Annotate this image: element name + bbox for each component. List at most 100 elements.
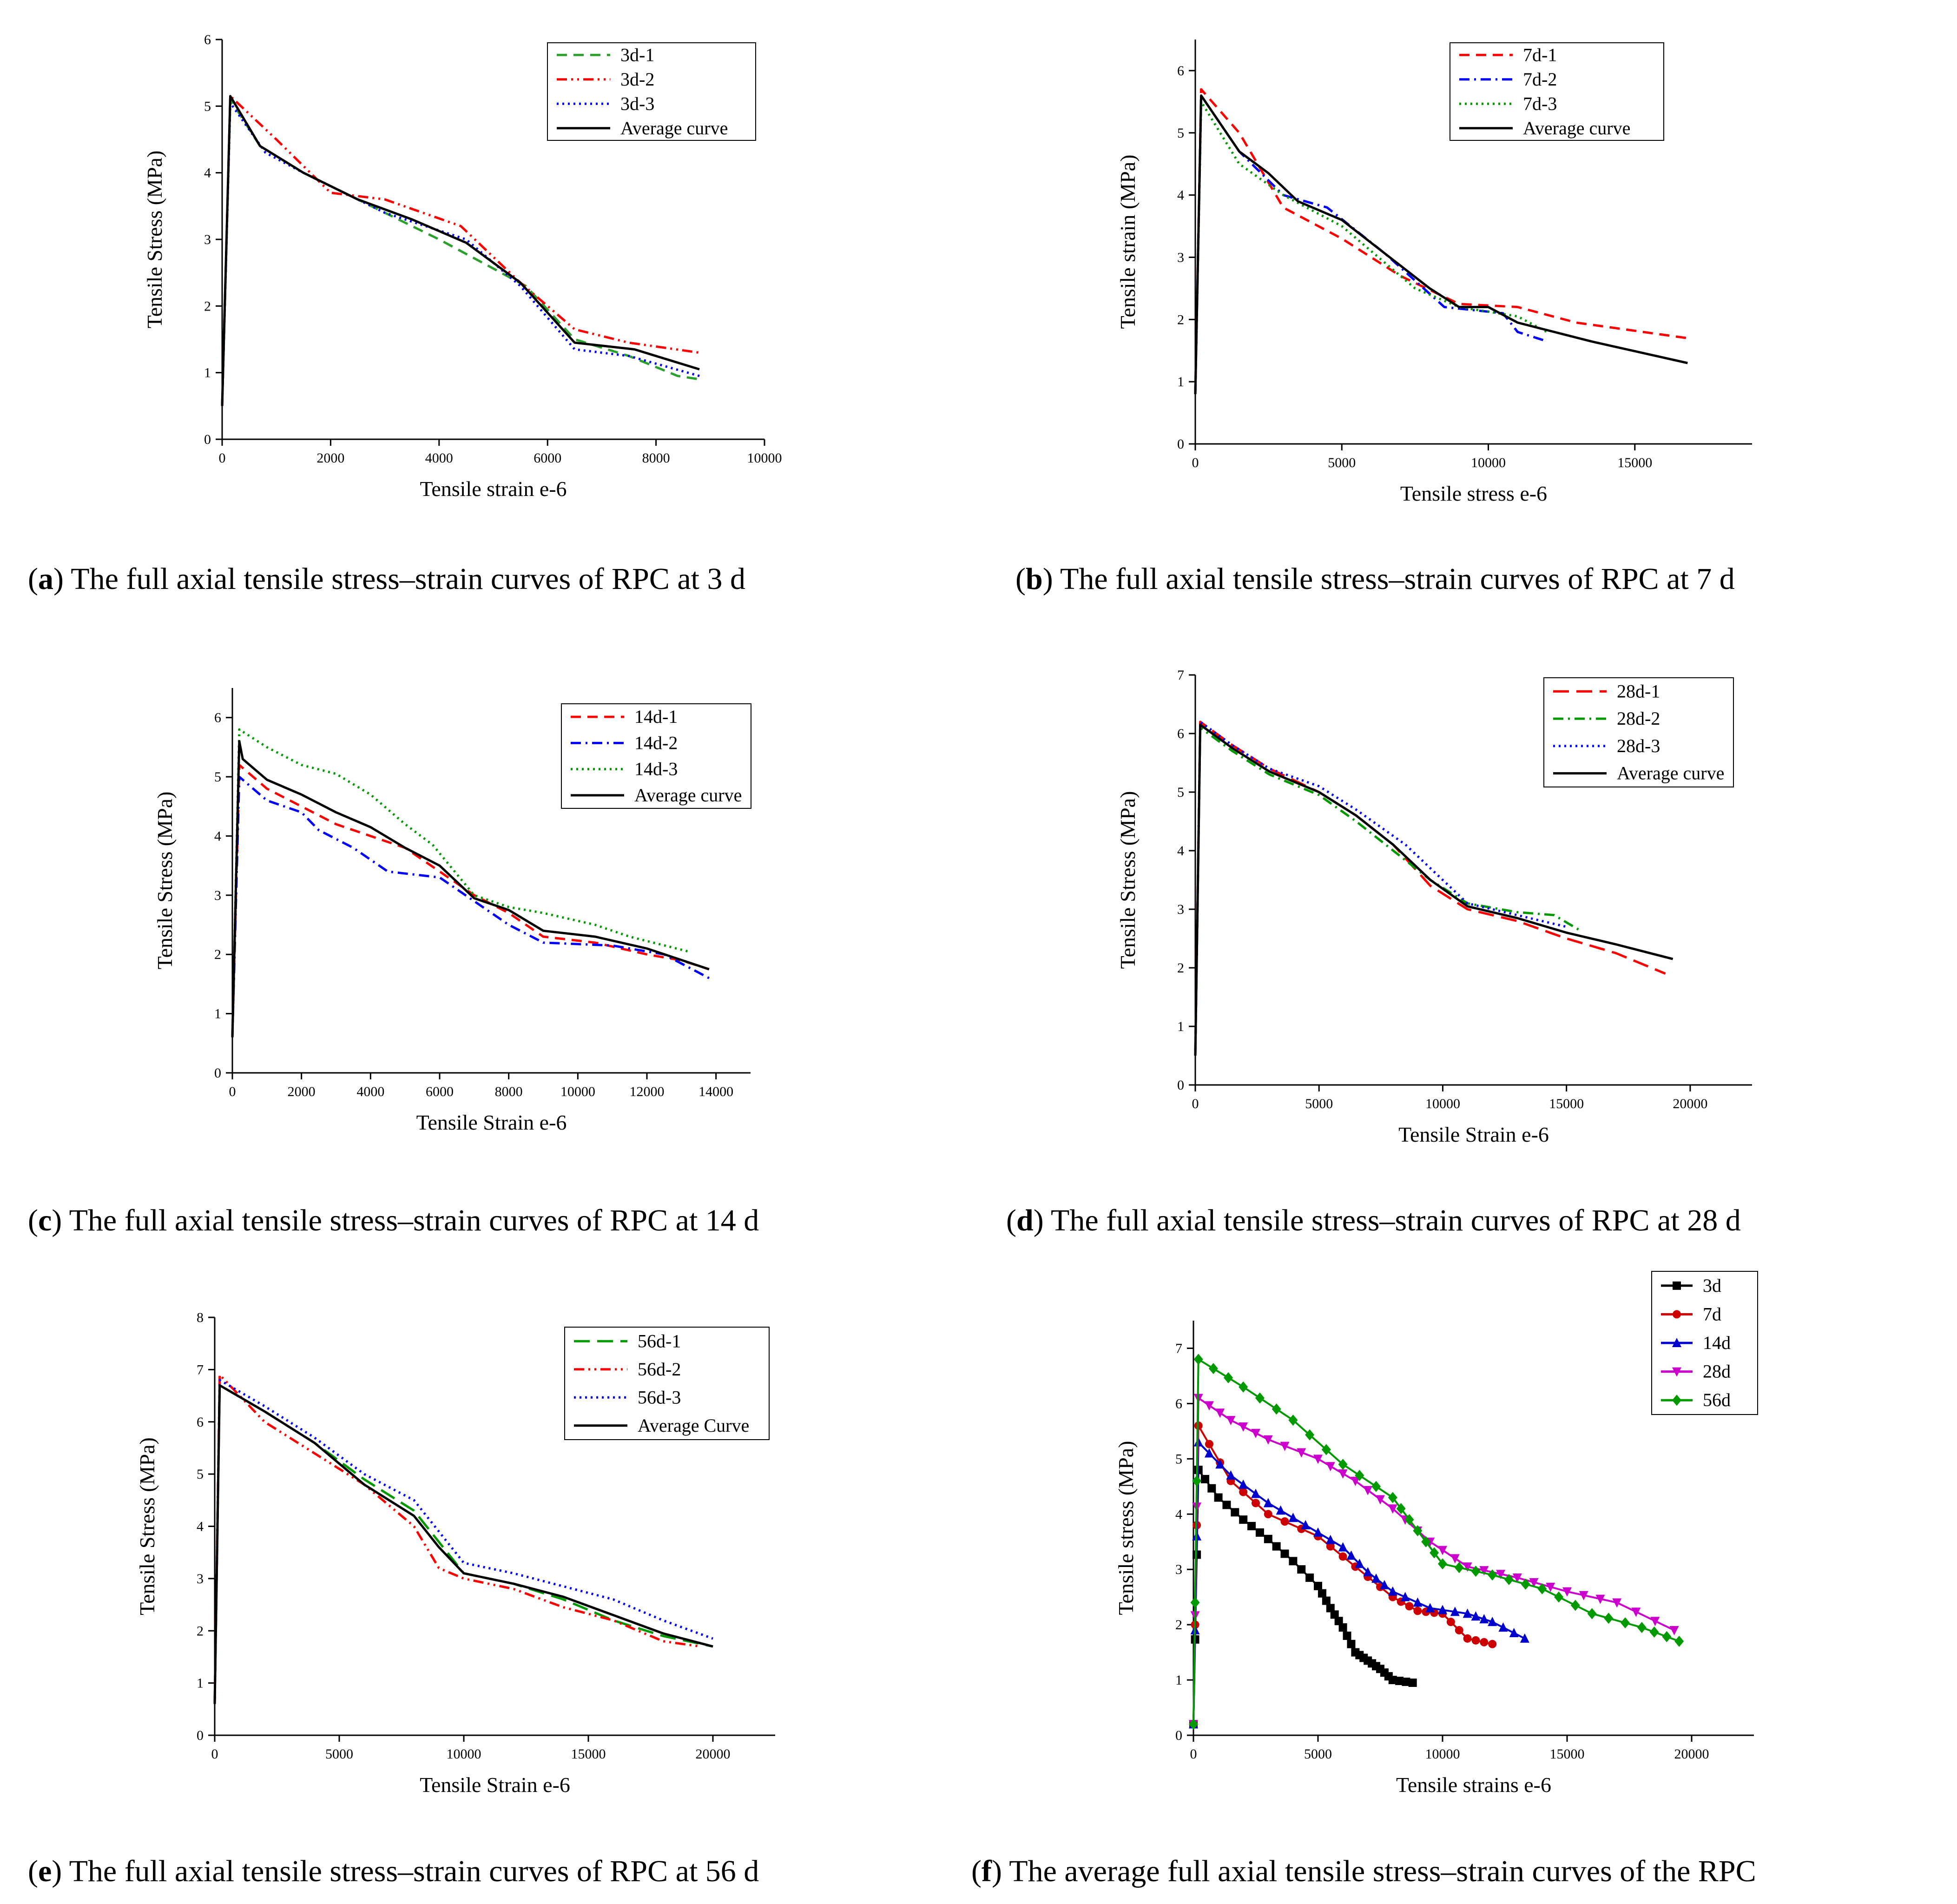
data-point [1272,1542,1281,1551]
data-point [1379,1580,1389,1589]
data-point [1272,1403,1281,1415]
legend-label: 3d-1 [620,44,654,65]
data-point [1404,1514,1414,1526]
x-axis-title: Tensile Strain e-6 [420,1773,570,1797]
data-point [1343,1631,1351,1640]
data-point [1498,1622,1508,1632]
data-point [1595,1594,1605,1604]
axes: 0 2000 4000 6000 8000 10000 0 1 2 3 4 5 6 [204,32,782,466]
data-point [1376,1495,1385,1505]
data-point [1400,1592,1410,1601]
y-tick-label: 0 [204,432,211,447]
data-point [1455,1626,1463,1635]
series-line [1193,1397,1675,1725]
x-tick-label: 5000 [1304,1746,1332,1762]
chart-panel-a: 0 2000 4000 6000 8000 10000 0 1 2 3 4 5 6 Tensile str… [143,32,782,501]
data-point [1338,1552,1347,1561]
data-point [1488,1617,1497,1626]
y-axis-title: Tensile Stress (MPa) [135,1437,159,1615]
series-56d-3 [213,1379,713,1704]
figure-caption-c: (c) The full axial tensile stress–strain… [28,1203,759,1238]
data-point [1662,1631,1672,1642]
y-tick-label: 8 [197,1310,204,1325]
series-3d-3 [221,101,700,406]
data-point [1496,1570,1506,1580]
data-point [1251,1428,1260,1438]
figure-caption-a: (a) The full axial tensile stress–strain… [28,562,745,597]
y-tick-label: 1 [214,1006,221,1022]
legend-label: 56d-2 [638,1359,681,1380]
data-point [1425,1603,1435,1613]
y-tick-label: 4 [214,828,221,844]
data-point [1252,1499,1260,1507]
chart-panel-e: 0 5000 10000 15000 20000 0 1 2 3 4 5 6 7 8 Tensile Str… [135,1310,775,1797]
legend-label: 56d-3 [638,1387,681,1408]
figure-caption-d: (d) The full axial tensile stress–strain… [1006,1203,1741,1238]
data-point [1438,1558,1447,1570]
series-average-curve [213,1384,713,1704]
series-average-curve [221,95,700,406]
data-point [1193,1354,1203,1365]
x-tick-label: 15000 [1550,1746,1585,1762]
y-tick-label: 2 [1177,960,1184,976]
legend-label: 14d [1703,1332,1731,1353]
legend-label: 3d-3 [620,93,654,114]
data-point [1338,1469,1348,1479]
caption-paren: ) [1033,1203,1051,1237]
series-line [213,1384,713,1704]
data-point [1255,1528,1264,1537]
data-point [1190,1597,1200,1608]
y-tick-label: 1 [1177,374,1184,390]
data-point [1215,1408,1225,1418]
x-tick-label: 12000 [630,1084,665,1099]
caption-paren: ) [53,562,71,596]
data-point [1326,1542,1335,1551]
figure-caption-e: (e) The full axial tensile stress–strain… [28,1854,759,1889]
y-tick-label: 7 [197,1362,204,1377]
series-line [1194,723,1674,1056]
data-point [1301,1520,1311,1530]
data-point [1189,1719,1198,1730]
caption-paren: ( [28,1203,38,1237]
series-14d-1 [231,764,710,1038]
data-point [1395,1677,1404,1686]
legend-label: 14d-1 [634,706,678,727]
y-tick-label: 4 [1175,1507,1182,1522]
data-point [1204,1448,1214,1458]
legend-marker [1672,1367,1681,1377]
data-point [1239,1381,1248,1393]
caption-letter: d [1016,1203,1034,1237]
legend-box [1543,677,1734,787]
data-point [1520,1633,1529,1643]
y-axis-title: Tensile stress (MPa) [1114,1441,1138,1615]
data-point [1305,1429,1315,1441]
data-point [1338,1459,1348,1470]
x-tick-label: 2000 [288,1084,316,1099]
chart-panel-b: 0 5000 10000 15000 0 1 2 3 4 5 6 Tensile stress e-6… [1116,40,1752,505]
data-point [1289,1557,1298,1566]
data-point [1408,1679,1417,1687]
data-point [1255,1392,1265,1404]
data-point [1325,1534,1335,1544]
y-tick-label: 0 [214,1065,221,1081]
series-line [1194,100,1548,394]
data-point [1388,1504,1397,1514]
x-tick-label: 4000 [356,1084,384,1099]
x-tick-label: 10000 [747,450,782,466]
caption-letter: b [1025,562,1043,596]
x-tick-label: 8000 [642,450,670,466]
caption-letter: a [38,562,53,596]
data-point [1529,1578,1539,1587]
data-point [1280,1517,1289,1526]
x-tick-label: 10000 [1425,1096,1460,1111]
caption-text: The full axial tensile stress–strain cur… [1060,562,1735,596]
caption-text: The full axial tensile stress–strain cur… [1051,1203,1741,1237]
axes: 0 5000 10000 15000 20000 0 1 2 3 4 5 6 7 [1177,668,1752,1111]
x-tick-label: 10000 [560,1084,595,1099]
data-point [1263,1435,1273,1445]
data-point [1313,1527,1323,1537]
data-point [1612,1598,1622,1608]
x-tick-label: 10000 [1471,455,1506,470]
legend-label: Average curve [1523,118,1630,139]
